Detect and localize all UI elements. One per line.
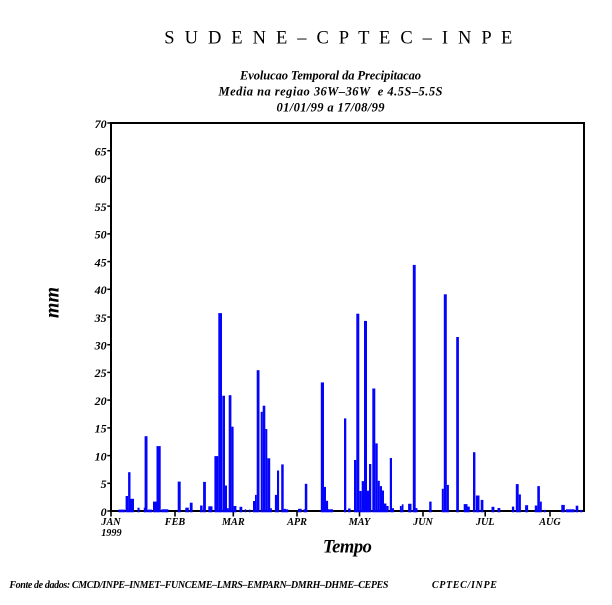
svg-text:70: 70: [95, 117, 107, 131]
svg-text:Media na regiao 36W–36W e 4.5: Media na regiao 36W–36W e 4.5S–5.5S: [218, 85, 443, 99]
svg-text:Fonte de dados: CMCD/INPE–INME: Fonte de dados: CMCD/INPE–INMET–FUNCEME–…: [8, 580, 388, 591]
svg-text:50: 50: [95, 228, 107, 242]
svg-text:20: 20: [94, 394, 107, 408]
svg-text:JUN: JUN: [412, 517, 433, 528]
svg-text:25: 25: [94, 366, 107, 380]
svg-text:Tempo: Tempo: [323, 538, 372, 558]
svg-text:01/01/99 a 17/08/99: 01/01/99 a 17/08/99: [277, 101, 386, 115]
svg-text:AUG: AUG: [538, 517, 561, 528]
svg-text:35: 35: [94, 311, 107, 325]
svg-text:S U D E N E – C P T E C – I N: S U D E N E – C P T E C – I N P E: [164, 29, 514, 49]
svg-text:0: 0: [101, 505, 107, 519]
svg-text:MAY: MAY: [348, 517, 371, 528]
svg-text:1999: 1999: [101, 528, 121, 539]
svg-text:5: 5: [101, 477, 107, 491]
svg-text:10: 10: [95, 449, 107, 463]
svg-text:55: 55: [95, 200, 107, 214]
svg-text:Evolucao Temporal da Precipita: Evolucao Temporal da Precipitacao: [239, 69, 421, 83]
svg-text:APR: APR: [286, 517, 307, 528]
svg-text:40: 40: [94, 283, 107, 297]
svg-text:15: 15: [95, 422, 107, 436]
svg-text:MAR: MAR: [221, 517, 245, 528]
svg-text:CPTEC/INPE: CPTEC/INPE: [432, 580, 497, 591]
svg-text:60: 60: [95, 172, 107, 186]
svg-text:JAN: JAN: [100, 517, 121, 528]
svg-text:65: 65: [95, 145, 107, 159]
svg-text:mm: mm: [42, 287, 64, 318]
svg-text:30: 30: [94, 339, 107, 353]
svg-text:JUL: JUL: [475, 517, 495, 528]
svg-text:FEB: FEB: [164, 517, 186, 528]
svg-text:45: 45: [94, 255, 107, 269]
